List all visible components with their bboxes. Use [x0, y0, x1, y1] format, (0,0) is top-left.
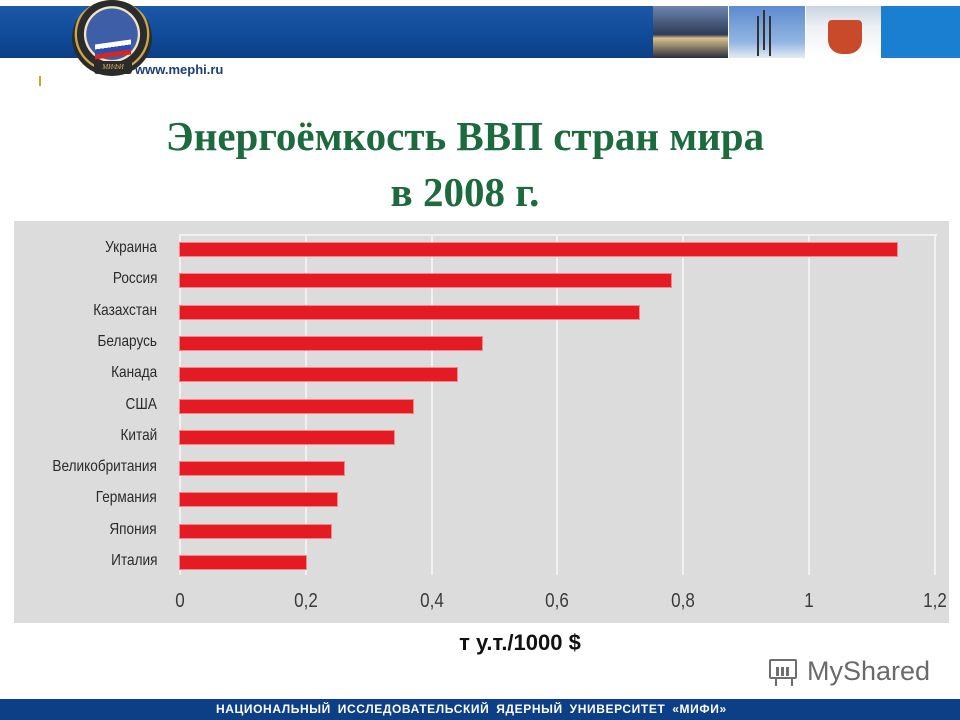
grid-line — [430, 234, 433, 575]
slide-title: Энергоёмкость ВВП стран мира в 2008 г. — [0, 108, 930, 220]
header-photo-strip — [653, 6, 881, 58]
category-label: Китай — [120, 426, 157, 444]
category-label: Казахстан — [93, 301, 157, 319]
bar — [180, 243, 898, 256]
power-plant-photo — [653, 6, 730, 58]
x-tick-label: 0,4 — [419, 590, 444, 612]
bar — [180, 399, 413, 413]
header-accent-block — [881, 6, 960, 58]
x-tick-label: 0,2 — [293, 590, 318, 612]
category-label: Беларусь — [97, 332, 157, 350]
grid-line — [933, 234, 936, 575]
category-label: США — [125, 395, 157, 413]
icebreaker-photo — [805, 6, 881, 58]
footer-band: НАЦИОНАЛЬНЫЙ ИССЛЕДОВАТЕЛЬСКИЙ ЯДЕРНЫЙ У… — [0, 699, 960, 720]
x-tick-label: 0,6 — [545, 590, 570, 612]
site-url-link[interactable]: www.mephi.ru — [135, 62, 224, 77]
footer-text: НАЦИОНАЛЬНЫЙ ИССЛЕДОВАТЕЛЬСКИЙ ЯДЕРНЫЙ У… — [216, 702, 727, 716]
bar — [180, 462, 344, 476]
category-label: Италия — [110, 552, 157, 569]
bar — [180, 493, 338, 507]
watermark-text: MyShared — [807, 656, 931, 686]
myshared-watermark: MyShared — [767, 656, 930, 687]
power-line-photo — [729, 6, 806, 58]
bar — [180, 305, 640, 319]
bar — [180, 274, 671, 288]
logo-plate: МИФИ — [94, 61, 132, 74]
x-tick-label: 0,8 — [671, 590, 696, 612]
logo-plate-text: МИФИ — [102, 63, 124, 71]
x-tick-label: 0 — [175, 590, 185, 612]
category-label: Германия — [96, 489, 157, 507]
decorative-mark — [39, 76, 41, 86]
presentation-board-icon — [767, 657, 801, 687]
bar — [180, 524, 331, 538]
bar-chart: 0 0,2 0,4 0,6 0,8 1 1,2 Украина Россия Казахстан Б… — [14, 221, 949, 623]
category-label: Канада — [110, 364, 157, 382]
grid-line — [682, 234, 685, 575]
title-line-2: в 2008 г. — [390, 169, 540, 215]
x-tick-label: 1 — [804, 590, 814, 612]
bar — [180, 556, 306, 569]
x-axis-unit-label: т у.т./1000 $ — [459, 630, 581, 655]
bar — [180, 430, 394, 444]
grid-line — [808, 234, 810, 575]
category-label: Великобритания — [52, 458, 157, 476]
category-label: Россия — [112, 270, 157, 288]
bar — [180, 368, 457, 382]
bar — [180, 336, 482, 350]
x-tick-label: 1,2 — [922, 590, 947, 612]
title-line-1: Энергоёмкость ВВП стран мира — [165, 113, 765, 159]
grid-line — [556, 234, 559, 575]
category-label: Япония — [109, 520, 157, 538]
category-label: Украина — [105, 239, 157, 256]
